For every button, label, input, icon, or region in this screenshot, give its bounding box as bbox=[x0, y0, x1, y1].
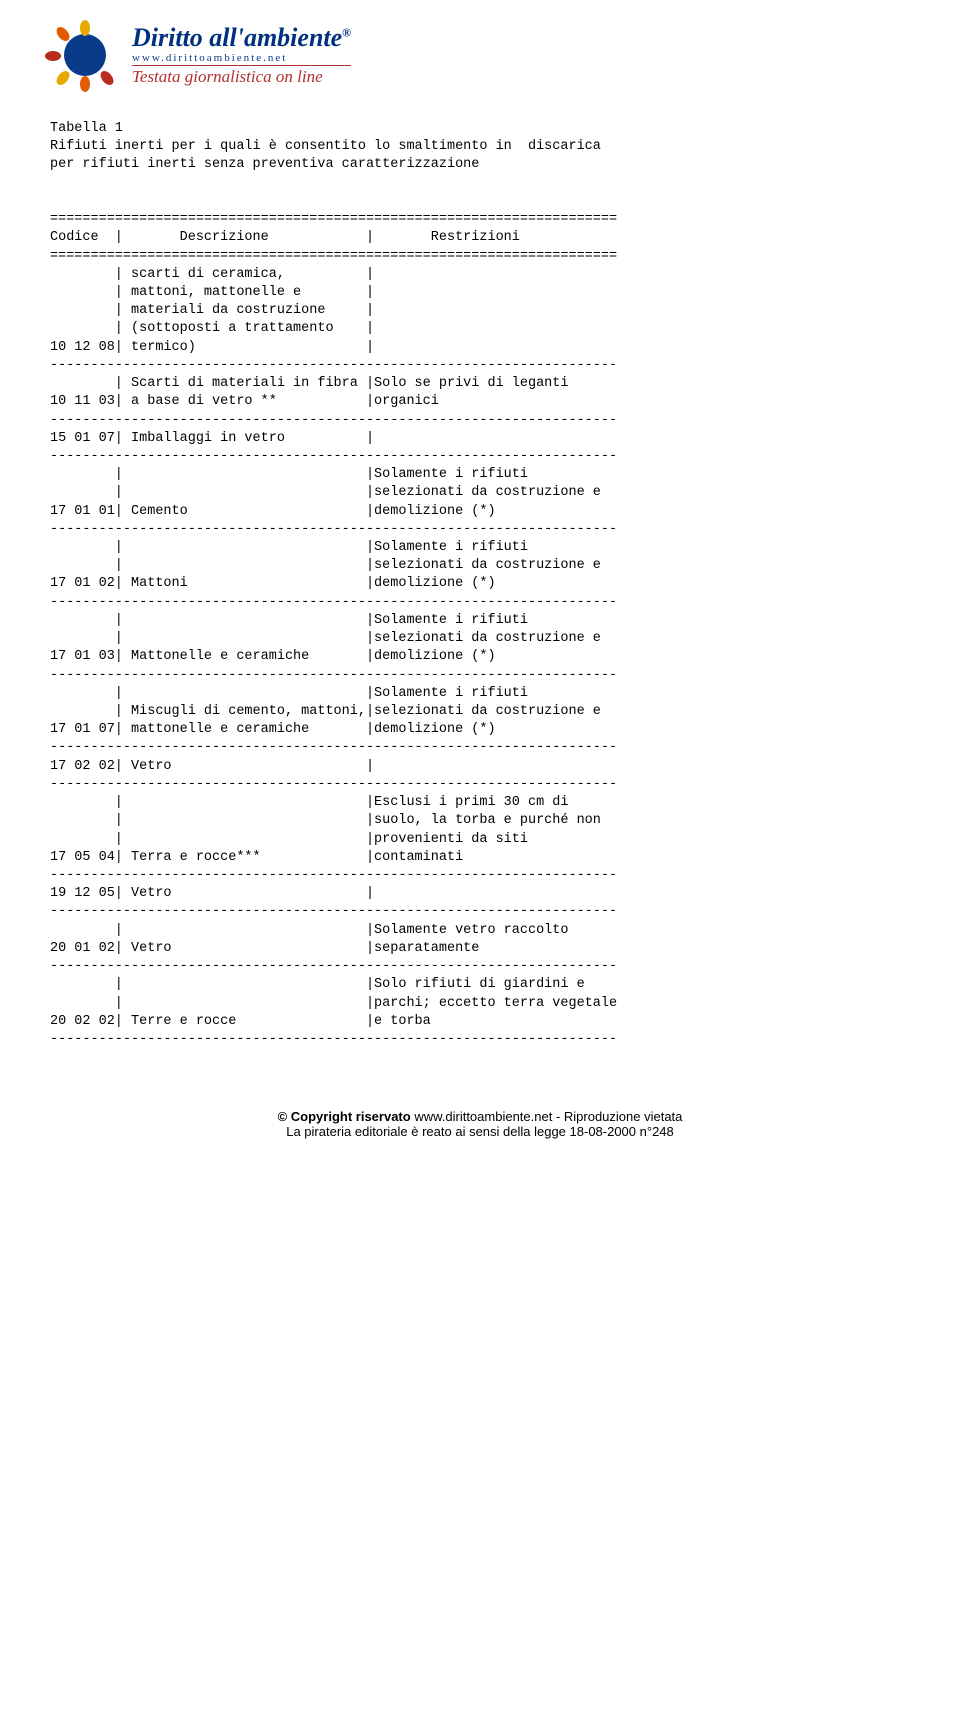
logo-title: Diritto all'ambiente® bbox=[132, 24, 351, 53]
logo-icon bbox=[50, 20, 120, 90]
logo-url: www.dirittoambiente.net bbox=[132, 52, 351, 64]
logo-text-block: Diritto all'ambiente® www.dirittoambient… bbox=[132, 24, 351, 86]
page-footer: © Copyright riservato www.dirittoambient… bbox=[50, 1109, 910, 1139]
logo-header: Diritto all'ambiente® www.dirittoambient… bbox=[50, 20, 910, 90]
document-body: Tabella 1 Rifiuti inerti per i quali è c… bbox=[50, 120, 910, 1049]
footer-piracy-note: La pirateria editoriale è reato ai sensi… bbox=[50, 1124, 910, 1139]
footer-copyright: © Copyright riservato www.dirittoambient… bbox=[50, 1109, 910, 1124]
logo-subtitle: Testata giornalistica on line bbox=[132, 65, 351, 87]
